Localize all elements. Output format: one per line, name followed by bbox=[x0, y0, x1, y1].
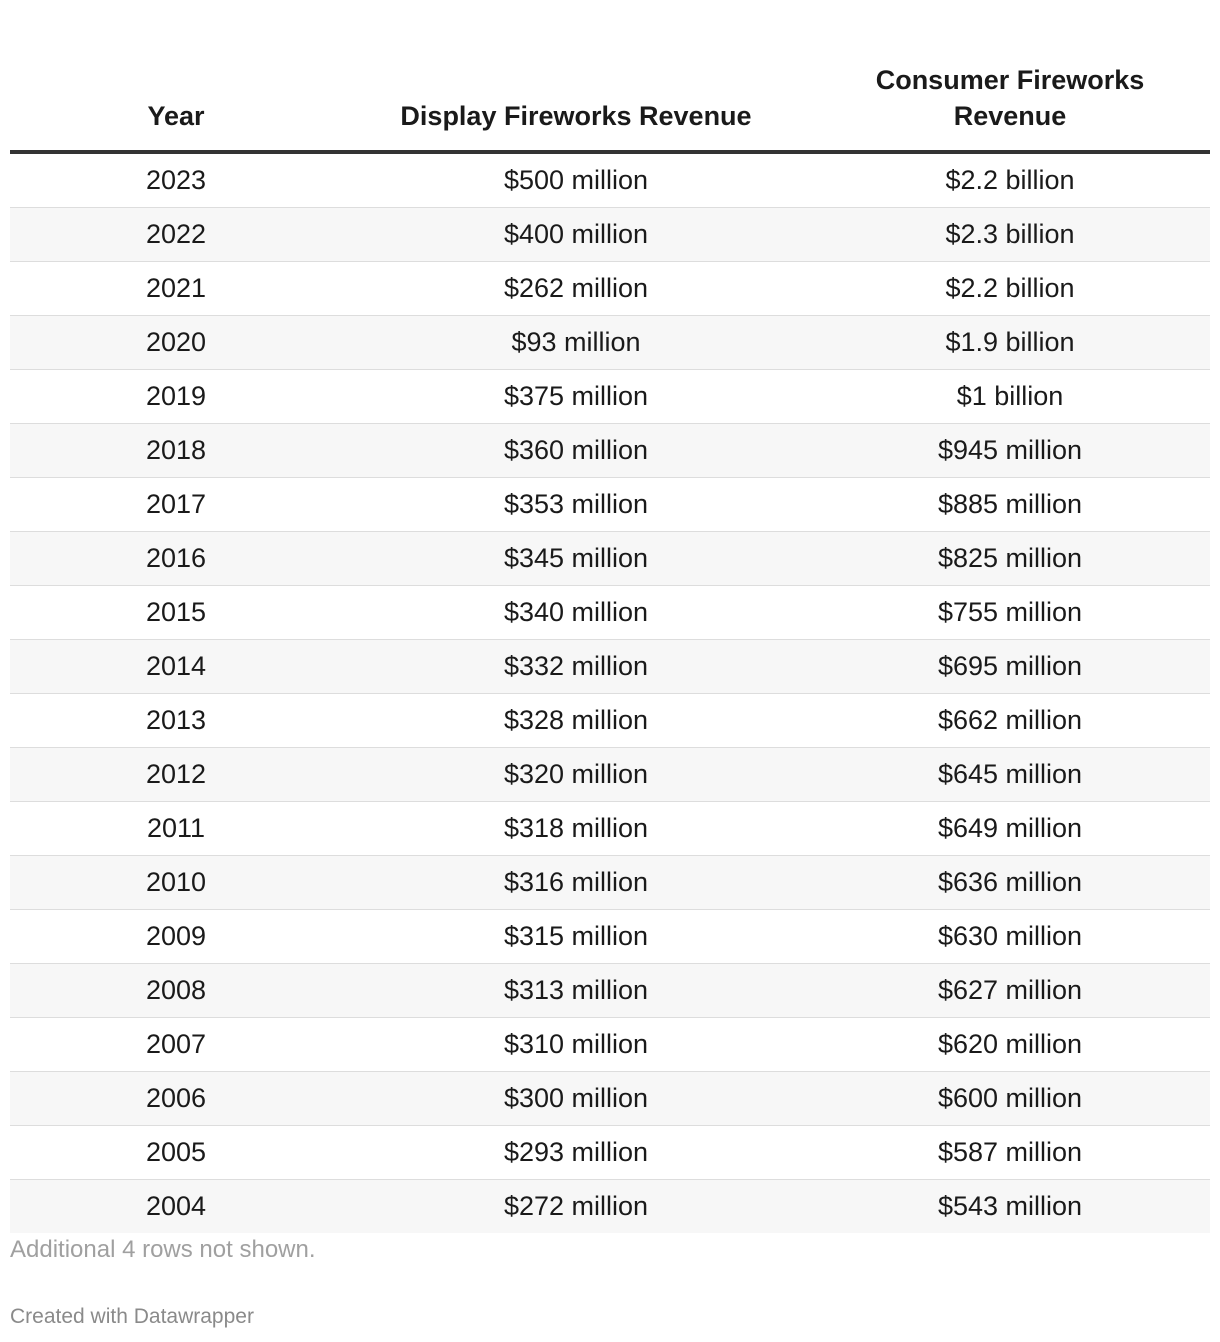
cell-year: 2005 bbox=[10, 1125, 342, 1180]
cell-display-revenue: $340 million bbox=[342, 585, 810, 640]
cell-year: 2013 bbox=[10, 693, 342, 748]
cell-display-revenue: $360 million bbox=[342, 423, 810, 478]
cell-year: 2008 bbox=[10, 963, 342, 1018]
table-row: 2015 $340 million $755 million bbox=[10, 585, 1210, 640]
column-header-consumer-revenue[interactable]: Consumer Fireworks Revenue bbox=[810, 0, 1210, 154]
table-row: 2014 $332 million $695 million bbox=[10, 639, 1210, 694]
cell-consumer-revenue: $825 million bbox=[810, 531, 1210, 586]
cell-display-revenue: $375 million bbox=[342, 369, 810, 424]
cell-year: 2012 bbox=[10, 747, 342, 802]
cell-display-revenue: $293 million bbox=[342, 1125, 810, 1180]
cell-year: 2022 bbox=[10, 207, 342, 262]
rows-hidden-note: Additional 4 rows not shown. bbox=[10, 1236, 316, 1263]
column-header-year[interactable]: Year bbox=[10, 0, 342, 154]
cell-year: 2009 bbox=[10, 909, 342, 964]
cell-consumer-revenue: $649 million bbox=[810, 801, 1210, 856]
table-row: 2008 $313 million $627 million bbox=[10, 963, 1210, 1018]
cell-consumer-revenue: $945 million bbox=[810, 423, 1210, 478]
cell-consumer-revenue: $755 million bbox=[810, 585, 1210, 640]
cell-consumer-revenue: $1.9 billion bbox=[810, 315, 1210, 370]
cell-consumer-revenue: $630 million bbox=[810, 909, 1210, 964]
cell-consumer-revenue: $645 million bbox=[810, 747, 1210, 802]
cell-consumer-revenue: $600 million bbox=[810, 1071, 1210, 1126]
cell-display-revenue: $313 million bbox=[342, 963, 810, 1018]
cell-consumer-revenue: $587 million bbox=[810, 1125, 1210, 1180]
table-body: 2023 $500 million $2.2 billion 2022 $400 mil… bbox=[10, 152, 1210, 1233]
cell-display-revenue: $353 million bbox=[342, 477, 810, 532]
cell-year: 2015 bbox=[10, 585, 342, 640]
cell-display-revenue: $272 million bbox=[342, 1179, 810, 1233]
cell-consumer-revenue: $543 million bbox=[810, 1179, 1210, 1233]
cell-consumer-revenue: $695 million bbox=[810, 639, 1210, 694]
table-row: 2011 $318 million $649 million bbox=[10, 801, 1210, 856]
cell-year: 2014 bbox=[10, 639, 342, 694]
column-header-display-revenue[interactable]: Display Fireworks Revenue bbox=[342, 0, 810, 154]
cell-consumer-revenue: $2.2 billion bbox=[810, 152, 1210, 208]
cell-display-revenue: $300 million bbox=[342, 1071, 810, 1126]
column-header-label: Display Fireworks Revenue bbox=[400, 101, 752, 131]
cell-year: 2011 bbox=[10, 801, 342, 856]
cell-year: 2023 bbox=[10, 152, 342, 208]
cell-display-revenue: $318 million bbox=[342, 801, 810, 856]
cell-year: 2019 bbox=[10, 369, 342, 424]
cell-consumer-revenue: $2.2 billion bbox=[810, 261, 1210, 316]
table-header-row: Year Display Fireworks Revenue Consumer … bbox=[10, 0, 1210, 154]
table-row: 2004 $272 million $543 million bbox=[10, 1179, 1210, 1233]
fireworks-revenue-table: Year Display Fireworks Revenue Consumer … bbox=[10, 0, 1210, 1233]
cell-display-revenue: $328 million bbox=[342, 693, 810, 748]
column-header-label: Year bbox=[147, 101, 205, 131]
cell-year: 2006 bbox=[10, 1071, 342, 1126]
cell-year: 2004 bbox=[10, 1179, 342, 1233]
cell-display-revenue: $320 million bbox=[342, 747, 810, 802]
cell-year: 2021 bbox=[10, 261, 342, 316]
cell-display-revenue: $500 million bbox=[342, 152, 810, 208]
table-row: 2021 $262 million $2.2 billion bbox=[10, 261, 1210, 316]
cell-year: 2018 bbox=[10, 423, 342, 478]
table-row: 2023 $500 million $2.2 billion bbox=[10, 152, 1210, 208]
table-row: 2013 $328 million $662 million bbox=[10, 693, 1210, 748]
cell-display-revenue: $332 million bbox=[342, 639, 810, 694]
table-row: 2007 $310 million $620 million bbox=[10, 1017, 1210, 1072]
cell-display-revenue: $93 million bbox=[342, 315, 810, 370]
table-row: 2012 $320 million $645 million bbox=[10, 747, 1210, 802]
table-row: 2020 $93 million $1.9 billion bbox=[10, 315, 1210, 370]
cell-consumer-revenue: $636 million bbox=[810, 855, 1210, 910]
cell-consumer-revenue: $627 million bbox=[810, 963, 1210, 1018]
cell-consumer-revenue: $620 million bbox=[810, 1017, 1210, 1072]
cell-consumer-revenue: $885 million bbox=[810, 477, 1210, 532]
cell-display-revenue: $400 million bbox=[342, 207, 810, 262]
cell-year: 2020 bbox=[10, 315, 342, 370]
cell-display-revenue: $316 million bbox=[342, 855, 810, 910]
table-row: 2016 $345 million $825 million bbox=[10, 531, 1210, 586]
cell-year: 2007 bbox=[10, 1017, 342, 1072]
table-row: 2010 $316 million $636 million bbox=[10, 855, 1210, 910]
cell-display-revenue: $262 million bbox=[342, 261, 810, 316]
cell-year: 2010 bbox=[10, 855, 342, 910]
table-row: 2006 $300 million $600 million bbox=[10, 1071, 1210, 1126]
column-header-label: Consumer Fireworks Revenue bbox=[875, 65, 1145, 131]
table-row: 2019 $375 million $1 billion bbox=[10, 369, 1210, 424]
table-row: 2009 $315 million $630 million bbox=[10, 909, 1210, 964]
cell-display-revenue: $315 million bbox=[342, 909, 810, 964]
table-row: 2018 $360 million $945 million bbox=[10, 423, 1210, 478]
cell-consumer-revenue: $662 million bbox=[810, 693, 1210, 748]
table-row: 2022 $400 million $2.3 billion bbox=[10, 207, 1210, 262]
table-row: 2005 $293 million $587 million bbox=[10, 1125, 1210, 1180]
cell-display-revenue: $345 million bbox=[342, 531, 810, 586]
cell-year: 2016 bbox=[10, 531, 342, 586]
cell-display-revenue: $310 million bbox=[342, 1017, 810, 1072]
cell-year: 2017 bbox=[10, 477, 342, 532]
cell-consumer-revenue: $1 billion bbox=[810, 369, 1210, 424]
datawrapper-credit: Created with Datawrapper bbox=[10, 1305, 254, 1328]
data-table-container: Year Display Fireworks Revenue Consumer … bbox=[10, 0, 1210, 1233]
table-row: 2017 $353 million $885 million bbox=[10, 477, 1210, 532]
cell-consumer-revenue: $2.3 billion bbox=[810, 207, 1210, 262]
